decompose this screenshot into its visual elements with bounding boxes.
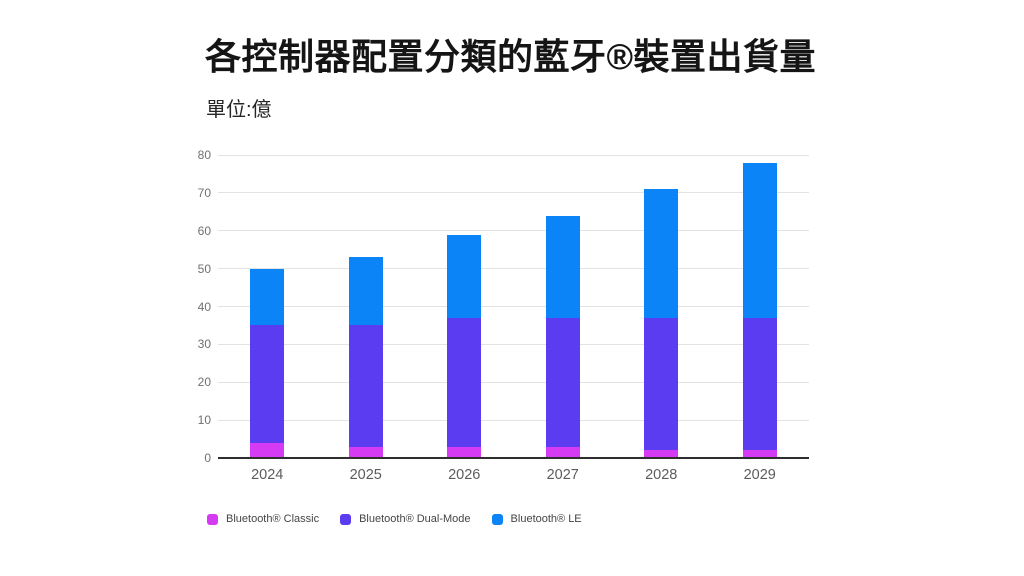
- bar-2027: [545, 215, 580, 458]
- bar-segment: [545, 317, 580, 447]
- bar-segment: [644, 317, 679, 451]
- legend-label: Bluetooth® LE: [510, 513, 582, 525]
- x-tick-label: 2026: [448, 467, 481, 483]
- gridline: [218, 192, 809, 194]
- plot-area: [218, 154, 809, 459]
- y-tick-label: 10: [197, 413, 211, 428]
- legend-item: Bluetooth® LE: [491, 513, 582, 525]
- bar-segment: [348, 257, 383, 326]
- bar-segment: [644, 450, 679, 458]
- legend-label: Bluetooth® Classic: [226, 513, 320, 525]
- y-tick-label: 50: [197, 261, 211, 276]
- x-axis-baseline: [218, 457, 809, 459]
- bar-segment: [250, 325, 285, 443]
- y-axis: 0 10 20 30 40 50 60 70 80: [0, 148, 211, 465]
- legend-swatch-icon: [491, 513, 503, 525]
- bar-2024: [250, 268, 285, 458]
- bar-segment: [447, 234, 482, 318]
- bar-segment: [250, 442, 285, 458]
- y-tick-label: 0: [204, 451, 211, 465]
- gridline: [218, 230, 809, 232]
- x-tick-label: 2029: [743, 467, 776, 483]
- legend-item: Bluetooth® Classic: [207, 513, 319, 525]
- chart-title: 各控制器配置分類的藍牙®裝置出貨量: [205, 36, 817, 77]
- bar-segment: [250, 268, 285, 326]
- chart-unit-label: 單位:億: [206, 99, 272, 121]
- bar-segment: [447, 446, 482, 458]
- bar-segment: [742, 317, 777, 451]
- bar-segment: [742, 162, 777, 318]
- y-tick-label: 40: [197, 299, 211, 314]
- bar-segment: [545, 446, 580, 458]
- x-tick-label: 2028: [645, 467, 678, 483]
- x-tick-label: 2025: [349, 467, 382, 483]
- bar-segment: [742, 450, 777, 458]
- y-tick-label: 20: [197, 375, 211, 390]
- x-axis: 2024 2025 2026 2027 2028 2029: [218, 467, 809, 487]
- bar-segment: [348, 446, 383, 458]
- bar-2029: [742, 162, 777, 458]
- bar-2026: [447, 234, 482, 458]
- bar-segment: [447, 317, 482, 447]
- bar-segment: [348, 325, 383, 447]
- legend: Bluetooth® Classic Bluetooth® Dual-Mode Bl…: [207, 513, 582, 525]
- legend-swatch-icon: [207, 513, 218, 525]
- gridline: [218, 381, 809, 383]
- bar-2028: [644, 189, 679, 458]
- gridline: [218, 154, 809, 156]
- gridline: [218, 419, 809, 421]
- bar-segment: [644, 189, 679, 318]
- x-tick-label: 2027: [546, 467, 579, 483]
- y-tick-label: 80: [197, 148, 211, 162]
- legend-label: Bluetooth® Dual-Mode: [359, 513, 471, 525]
- y-tick-label: 70: [197, 185, 211, 200]
- bar-2025: [348, 257, 383, 458]
- gridline: [218, 343, 809, 345]
- legend-swatch-icon: [340, 513, 352, 525]
- y-tick-label: 60: [197, 223, 211, 238]
- x-tick-label: 2024: [251, 467, 284, 483]
- legend-item: Bluetooth® Dual-Mode: [340, 513, 471, 525]
- gridline: [218, 268, 809, 270]
- bar-segment: [545, 215, 580, 318]
- y-tick-label: 30: [197, 337, 211, 352]
- gridline: [218, 306, 809, 307]
